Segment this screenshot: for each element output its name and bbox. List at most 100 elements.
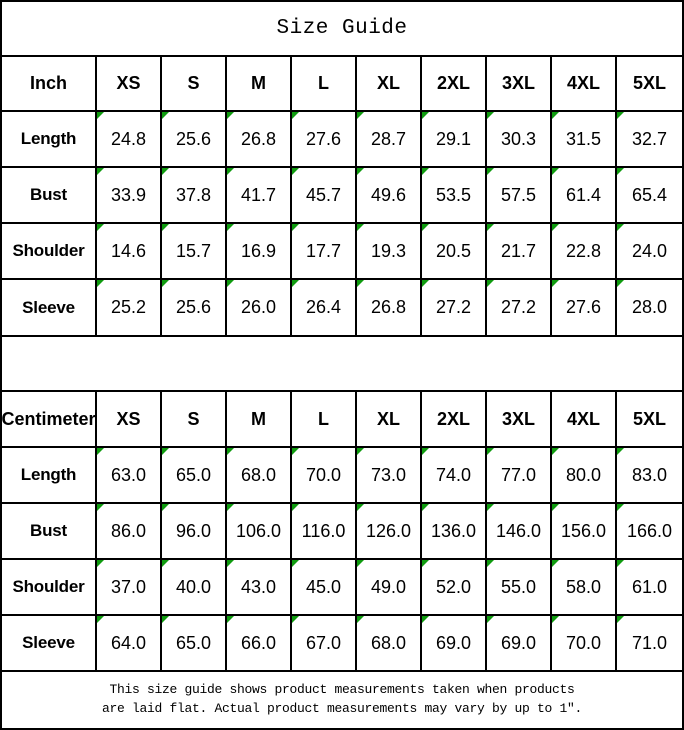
measurement-value: 24.8 (110, 128, 147, 149)
measurement-value: 25.2 (110, 297, 147, 317)
measurement-value-cell: 40.0 (162, 560, 227, 616)
measurement-value-cell: 70.0 (292, 448, 357, 504)
measurement-value: 27.2 (500, 297, 537, 317)
measurement-value-cell: 67.0 (292, 616, 357, 672)
measurement-value: 68.0 (370, 632, 407, 653)
green-corner-marker-icon (162, 560, 169, 567)
measurement-value-cell: 68.0 (227, 448, 292, 504)
measurement-value-cell: 49.0 (357, 560, 422, 616)
green-corner-marker-icon (357, 616, 364, 623)
green-corner-marker-icon (487, 504, 494, 511)
green-corner-marker-icon (357, 280, 364, 287)
measurement-value-cell: 25.6 (162, 280, 227, 337)
measurement-value-cell: 68.0 (357, 616, 422, 672)
measurement-value-cell: 146.0 (487, 504, 552, 560)
measurement-value-cell: 28.7 (357, 112, 422, 168)
size-column-header-cell: 3XL (487, 57, 552, 112)
measurement-value: 116.0 (301, 520, 346, 541)
measurement-value-cell: 126.0 (357, 504, 422, 560)
green-corner-marker-icon (227, 616, 234, 623)
measurement-value: 80.0 (565, 464, 602, 485)
green-corner-marker-icon (162, 504, 169, 511)
measurement-value-cell: 26.4 (292, 280, 357, 337)
measurement-value: 86.0 (110, 520, 147, 541)
measurement-value-cell: 45.0 (292, 560, 357, 616)
green-corner-marker-icon (97, 560, 104, 567)
measurement-value: 96.0 (175, 520, 212, 541)
measurement-value: 49.0 (370, 576, 407, 597)
inch-size-table: Inch XS S M L XL 2XL 3XL 4XL 5XL Length 24.8 25.6 26.… (2, 57, 682, 337)
green-corner-marker-icon (617, 560, 624, 567)
measurement-value: 32.7 (631, 128, 668, 149)
measurement-value-cell: 25.6 (162, 112, 227, 168)
measurement-value: 21.7 (500, 240, 537, 261)
green-corner-marker-icon (162, 112, 169, 119)
measurement-value: 146.0 (495, 520, 542, 541)
green-corner-marker-icon (552, 168, 559, 175)
green-corner-marker-icon (552, 560, 559, 567)
measurement-value-cell: 24.0 (617, 224, 682, 280)
measurement-value: 69.0 (500, 632, 537, 653)
measurement-value-cell: 106.0 (227, 504, 292, 560)
table-spacer (2, 337, 682, 392)
measurement-value: 40.0 (175, 576, 212, 597)
size-column-header-cell: 2XL (422, 392, 487, 448)
green-corner-marker-icon (487, 560, 494, 567)
measurement-value: 31.5 (565, 128, 602, 149)
measurement-value: 68.0 (240, 464, 277, 485)
green-corner-marker-icon (552, 112, 559, 119)
measurement-value-cell: 136.0 (422, 504, 487, 560)
measurement-value-cell: 74.0 (422, 448, 487, 504)
measurement-value-cell: 71.0 (617, 616, 682, 672)
measurement-value-cell: 156.0 (552, 504, 617, 560)
measurement-row-label-cell: Sleeve (2, 280, 97, 337)
green-corner-marker-icon (162, 448, 169, 455)
measurement-value: 64.0 (110, 632, 147, 653)
size-column-header-cell: S (162, 392, 227, 448)
measurement-value-cell: 29.1 (422, 112, 487, 168)
measurement-value-cell: 83.0 (617, 448, 682, 504)
size-column-header-cell: 2XL (422, 57, 487, 112)
green-corner-marker-icon (617, 280, 624, 287)
size-column-header-cell: 4XL (552, 57, 617, 112)
measurement-value: 28.7 (370, 128, 407, 149)
measurement-value: 37.8 (175, 184, 212, 205)
measurement-value: 52.0 (435, 576, 472, 597)
size-column-header-cell: 3XL (487, 392, 552, 448)
measurement-value: 74.0 (435, 464, 472, 485)
measurement-value-cell: 53.5 (422, 168, 487, 224)
measurement-value-cell: 19.3 (357, 224, 422, 280)
measurement-value-cell: 80.0 (552, 448, 617, 504)
measurement-value: 45.7 (305, 184, 342, 205)
measurement-value-cell: 73.0 (357, 448, 422, 504)
measurement-value-cell: 86.0 (97, 504, 162, 560)
green-corner-marker-icon (97, 112, 104, 119)
green-corner-marker-icon (97, 448, 104, 455)
measurement-value: 33.9 (110, 184, 147, 205)
measurement-value-cell: 37.0 (97, 560, 162, 616)
measurement-value: 67.0 (305, 632, 342, 653)
measurement-row-label-cell: Shoulder (2, 224, 97, 280)
green-corner-marker-icon (487, 112, 494, 119)
measurement-value-cell: 20.5 (422, 224, 487, 280)
measurement-value-cell: 166.0 (617, 504, 682, 560)
green-corner-marker-icon (292, 504, 299, 511)
green-corner-marker-icon (617, 504, 624, 511)
measurement-value-cell: 17.7 (292, 224, 357, 280)
measurement-value: 49.6 (370, 184, 407, 205)
green-corner-marker-icon (357, 560, 364, 567)
measurement-value-cell: 55.0 (487, 560, 552, 616)
size-column-header-cell: L (292, 57, 357, 112)
measurement-value: 126.0 (365, 520, 412, 541)
measurement-value: 156.0 (560, 520, 607, 541)
measurement-value: 61.0 (631, 576, 668, 597)
green-corner-marker-icon (162, 168, 169, 175)
measurement-value-cell: 15.7 (162, 224, 227, 280)
measurement-value: 57.5 (500, 184, 537, 205)
size-column-header-cell: M (227, 57, 292, 112)
size-column-header-cell: S (162, 57, 227, 112)
measurement-value-cell: 28.0 (617, 280, 682, 337)
measurement-value-cell: 41.7 (227, 168, 292, 224)
measurement-value-cell: 32.7 (617, 112, 682, 168)
green-corner-marker-icon (357, 224, 364, 231)
